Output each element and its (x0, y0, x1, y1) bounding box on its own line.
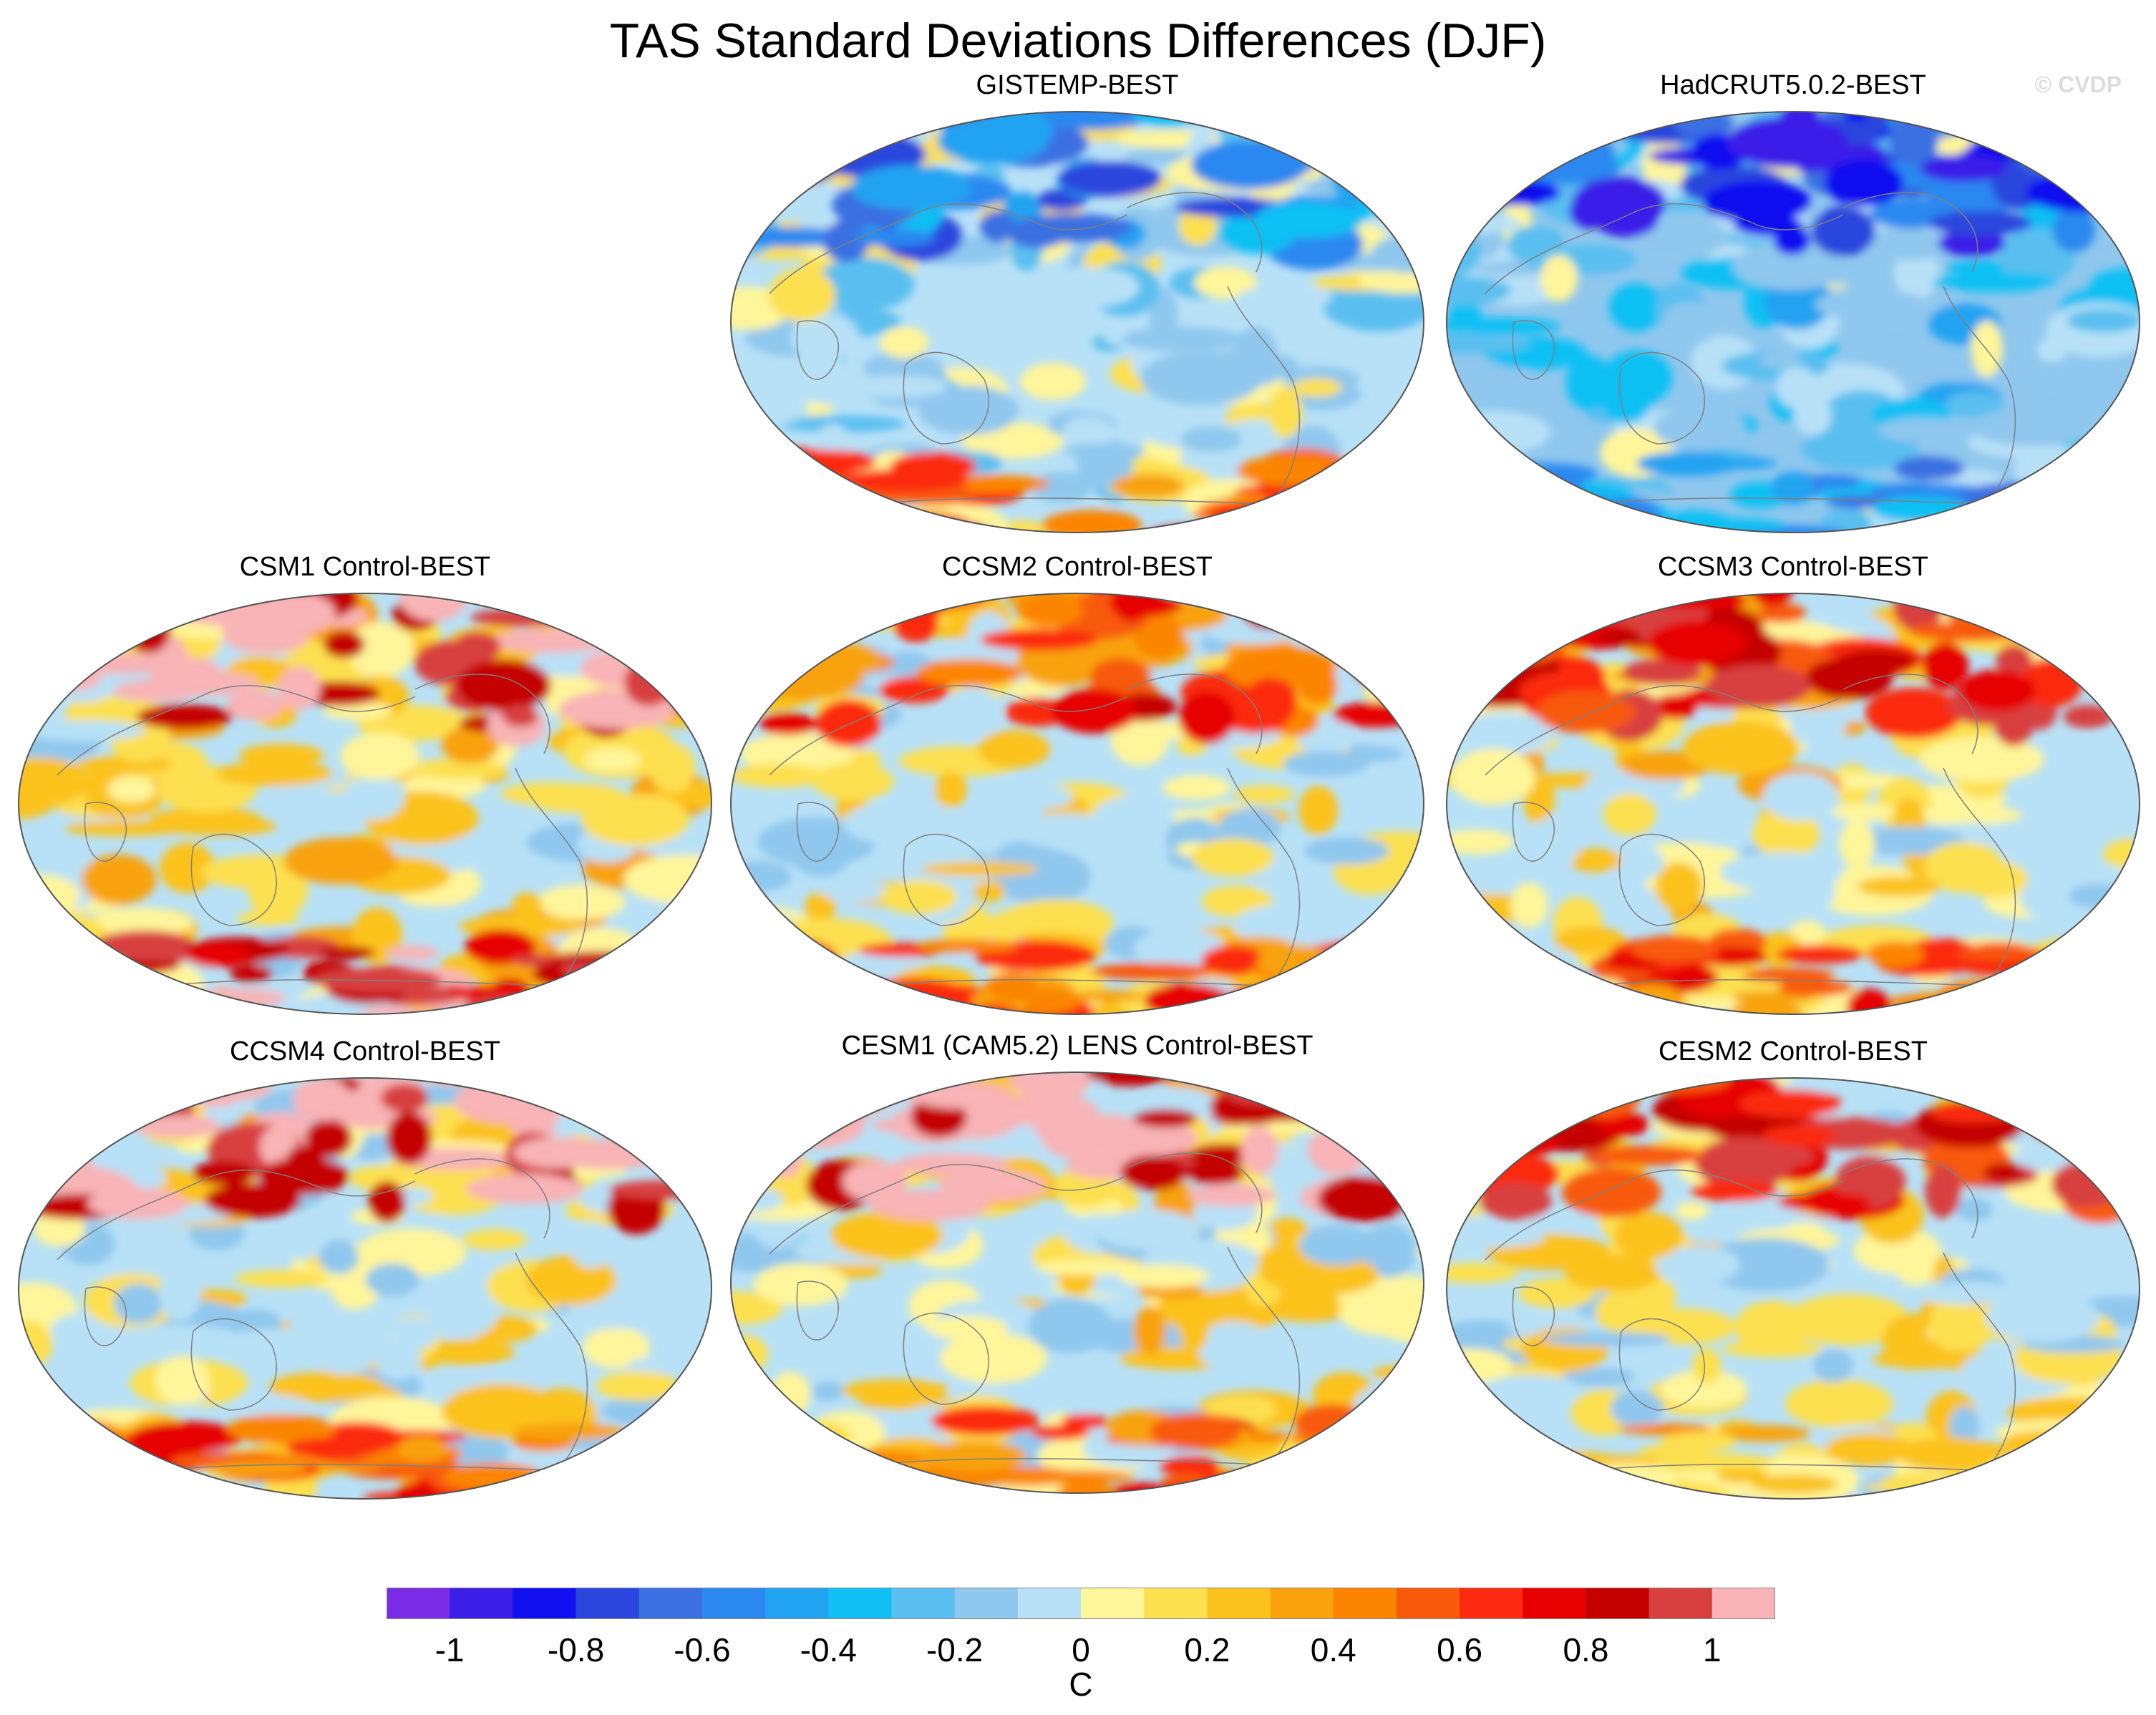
map-panel-cesm2: CESM2 Control-BEST (1442, 1036, 2144, 1509)
map-csm1 (18, 593, 712, 1015)
colorbar-tick-label: 0.6 (1437, 1631, 1483, 1668)
panel-title: CCSM2 Control-BEST (942, 552, 1213, 582)
map-field (731, 1072, 1424, 1493)
colorbar-swatch (954, 1588, 1019, 1619)
panel-title: GISTEMP-BEST (976, 70, 1179, 100)
colorbar-frame (387, 1588, 1775, 1619)
map-border (730, 593, 1424, 1015)
colorbar-tick-label: -0.6 (674, 1631, 731, 1668)
map-field (1447, 112, 2140, 533)
map-panel-cesm1: CESM1 (CAM5.2) LENS Control-BEST (727, 1031, 1428, 1503)
colorbar-swatch (1648, 1588, 1713, 1619)
map-panel-gistemp: GISTEMP-BEST (727, 70, 1428, 543)
map-panel-csm1: CSM1 Control-BEST (14, 552, 716, 1024)
colorbar-swatch (1460, 1588, 1523, 1619)
colorbar-swatch (1586, 1588, 1650, 1619)
colorbar-swatch (828, 1588, 892, 1619)
colorbar-swatch (701, 1588, 766, 1619)
map-field (731, 593, 1424, 1014)
coastlines (1485, 192, 2087, 516)
colorbar-swatch (387, 1588, 450, 1619)
colorbar-tick-label: 0.4 (1310, 1631, 1356, 1668)
map-border (730, 1072, 1424, 1494)
map-field (19, 1078, 712, 1499)
colorbar-tick-label: -0.8 (547, 1631, 605, 1668)
map-ccsm2 (730, 593, 1424, 1015)
colorbar-swatch (513, 1588, 577, 1619)
colorbar-swatch (1270, 1588, 1334, 1619)
colorbar-swatch (1523, 1588, 1586, 1619)
colorbar-swatch (1207, 1588, 1271, 1619)
map-cesm2 (1446, 1077, 2140, 1500)
map-field (1447, 1078, 2140, 1499)
colorbar: -1 -0.8 -0.6 -0.4 -0.2 0 0.2 0.4 0.6 0.8 1 C (387, 1588, 1776, 1709)
map-field (731, 112, 1424, 533)
map-cesm1 (730, 1072, 1424, 1494)
colorbar-swatch (891, 1588, 956, 1619)
coastlines (769, 192, 1371, 516)
panel-title: CCSM4 Control-BEST (230, 1036, 500, 1067)
colorbar-swatch (765, 1588, 829, 1619)
colorbar-swatch (1711, 1588, 1776, 1619)
colorbar-swatch (1017, 1588, 1082, 1619)
colorbar-tick-label: 0.2 (1184, 1631, 1230, 1668)
panel-title: HadCRUT5.0.2-BEST (1660, 70, 1926, 100)
map-panel-ccsm3: CCSM3 Control-BEST (1442, 552, 2144, 1024)
panel-title: CESM1 (CAM5.2) LENS Control-BEST (841, 1031, 1313, 1061)
map-ccsm3 (1446, 593, 2140, 1015)
colorbar-tick-label: 0 (1072, 1631, 1090, 1668)
map-border (18, 1077, 712, 1500)
colorbar-tick-label: -0.4 (800, 1631, 857, 1668)
map-field (19, 593, 712, 1014)
colorbar-tick-label: -1 (434, 1631, 465, 1668)
colorbar-swatches (387, 1588, 1776, 1619)
colorbar-swatch (576, 1588, 640, 1619)
map-field (1447, 593, 2140, 1014)
map-panel-hadcrut: HadCRUT5.0.2-BEST (1442, 70, 2144, 543)
map-panel-ccsm2: CCSM2 Control-BEST (727, 552, 1428, 1024)
panel-title: CSM1 Control-BEST (239, 552, 491, 582)
map-hadcrut (1446, 111, 2140, 533)
map-gistemp (730, 111, 1424, 533)
colorbar-tick-label: -0.2 (926, 1631, 984, 1668)
colorbar-swatch (1396, 1588, 1460, 1619)
colorbar-swatch (1144, 1588, 1208, 1619)
map-ccsm4 (18, 1077, 712, 1500)
watermark: © CVDP (2034, 72, 2122, 97)
colorbar-tick-label: 0.8 (1563, 1631, 1609, 1668)
panel-title: CCSM3 Control-BEST (1658, 552, 1928, 582)
colorbar-swatch (638, 1588, 703, 1619)
colorbar-swatch (1081, 1588, 1145, 1619)
map-border (1446, 111, 2140, 533)
map-border (1446, 1077, 2140, 1500)
panel-title: CESM2 Control-BEST (1659, 1036, 1928, 1067)
colorbar-unit-label: C (1069, 1666, 1093, 1703)
colorbar-swatch (1333, 1588, 1397, 1619)
map-border (730, 111, 1424, 533)
map-border (18, 593, 712, 1015)
figure-title: TAS Standard Deviations Differences (DJF… (609, 14, 1547, 68)
map-panel-ccsm4: CCSM4 Control-BEST (14, 1036, 716, 1509)
map-border (1446, 593, 2140, 1015)
colorbar-swatch (450, 1588, 513, 1619)
colorbar-tick-label: 1 (1703, 1631, 1722, 1668)
